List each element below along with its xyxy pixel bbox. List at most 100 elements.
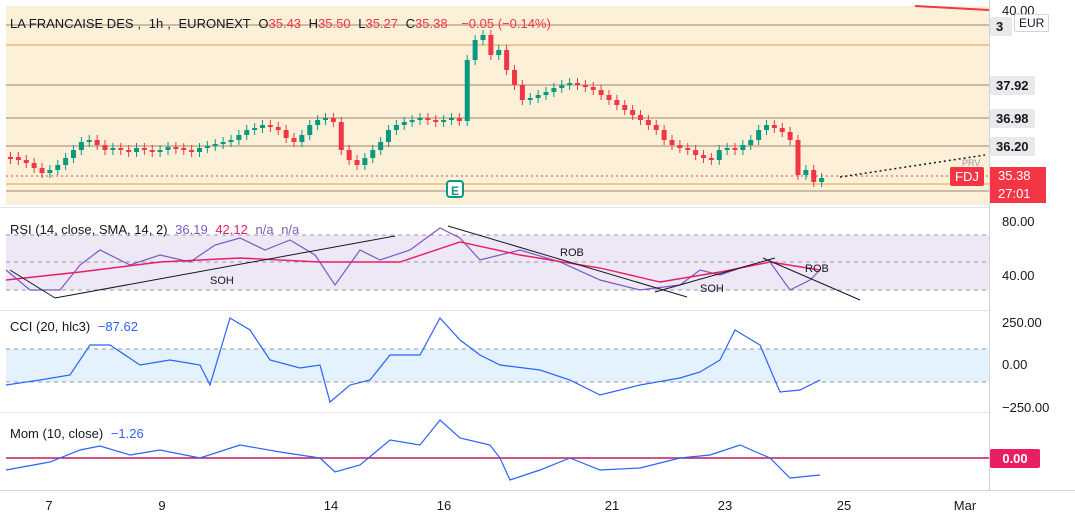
candle-body [740, 145, 746, 150]
candle-body [779, 128, 785, 132]
candle-body [23, 160, 29, 163]
last-price: 35.38 [998, 168, 1031, 183]
candle-body [771, 125, 777, 128]
open-label: O [258, 16, 269, 31]
candle-body [126, 150, 132, 152]
candle-body [15, 157, 21, 160]
candle-body [354, 160, 360, 165]
high-value: 35.50 [318, 16, 351, 31]
mom-line [5, 419, 821, 481]
candle-body [669, 140, 675, 145]
candle-body [63, 158, 69, 165]
candle-body [787, 132, 793, 140]
candle-body [622, 105, 628, 110]
time-tick: 21 [604, 498, 620, 513]
cci-title: CCI (20, hlc3) [10, 319, 91, 334]
earnings-marker[interactable]: E [446, 180, 464, 198]
annotation-label: ROB [560, 247, 584, 259]
candle-body [86, 140, 92, 142]
candle-body [724, 148, 730, 150]
rsi-ma-line [5, 241, 821, 283]
cci-line [5, 316, 821, 404]
candle-body [543, 92, 549, 95]
candle-body [693, 150, 699, 155]
candle-body [795, 140, 801, 175]
candle-body [165, 147, 171, 150]
red-trend-line [914, 5, 990, 11]
candle-body [252, 128, 258, 130]
candle-body [346, 150, 352, 160]
candle-body [701, 155, 706, 158]
pre-label: PRV [962, 158, 981, 168]
cci-tick-0: 0.00 [1002, 357, 1028, 372]
candle-body [764, 125, 769, 130]
candle-body [31, 163, 37, 168]
candle-body [582, 85, 588, 87]
price-tag-top: 3 [990, 17, 1012, 36]
bar-countdown: 27:01 [998, 186, 1031, 201]
candle-body [173, 147, 179, 149]
cci-band [6, 349, 989, 382]
candle-body [244, 130, 250, 135]
rsi-title: RSI (14, close, SMA, 14, 2) [10, 222, 168, 237]
price-tag-36-98: 36.98 [990, 109, 1035, 128]
candle-body [464, 60, 470, 121]
candle-body [330, 118, 336, 122]
candle-body [819, 178, 825, 182]
main-legend: LA FRANCAISE DES, 1h, EURONEXT O35.43 H3… [10, 16, 551, 31]
rsi-ma-value: 42.12 [215, 222, 248, 237]
candle-body [504, 50, 510, 70]
pane-separator[interactable] [0, 207, 1075, 208]
candle-body [590, 87, 596, 90]
candle-body [708, 158, 714, 160]
candle-body [756, 130, 762, 140]
candle-body [417, 118, 423, 120]
candle-body [362, 158, 368, 165]
candle-body [606, 95, 612, 100]
high-label: H [308, 16, 319, 31]
candle-body [157, 150, 163, 152]
candle-body [480, 35, 486, 40]
price-axis[interactable] [989, 0, 1075, 490]
candle-body [811, 170, 817, 182]
price-pane[interactable] [6, 6, 989, 205]
interval[interactable]: 1h [148, 16, 164, 31]
candle-body [181, 148, 187, 150]
price-tag-36-20: 36.20 [990, 137, 1035, 156]
candle-body [630, 110, 636, 115]
time-tick: 25 [836, 498, 852, 513]
candle-body [685, 148, 691, 150]
mom-legend[interactable]: Mom (10, close) −1.26 [10, 426, 148, 441]
candle-body [8, 157, 13, 159]
time-axis[interactable] [0, 490, 1075, 532]
candle-body [47, 170, 53, 173]
candle-body [283, 130, 289, 138]
time-tick: 23 [717, 498, 733, 513]
candle-body [267, 125, 273, 127]
last-price-tag: 35.38 27:01 [990, 167, 1046, 203]
candle-body [519, 85, 525, 100]
cci-legend[interactable]: CCI (20, hlc3) −87.62 [10, 319, 142, 334]
symbol-name[interactable]: LA FRANCAISE DES [10, 16, 134, 31]
rsi-legend[interactable]: RSI (14, close, SMA, 14, 2) 36.19 42.12 … [10, 222, 303, 237]
candle-body [149, 150, 155, 152]
annotation-arrow [654, 257, 776, 293]
candle-body [275, 127, 281, 130]
pane-separator[interactable] [0, 412, 1075, 413]
candle-body [535, 95, 541, 98]
candle-body [71, 150, 76, 158]
candle-body [110, 148, 116, 150]
candle-body [378, 142, 384, 150]
mom-title: Mom (10, close) [10, 426, 104, 441]
candle-body [456, 118, 462, 121]
currency-button[interactable]: EUR [1014, 14, 1050, 32]
candle-body [559, 85, 565, 88]
candle-body [189, 150, 195, 152]
annotation-arrow [447, 225, 688, 298]
annotation-arrow [9, 269, 56, 299]
change-value: −0.05 (−0.14%) [461, 16, 551, 31]
candle-body [433, 120, 439, 122]
pane-separator[interactable] [0, 310, 1075, 311]
